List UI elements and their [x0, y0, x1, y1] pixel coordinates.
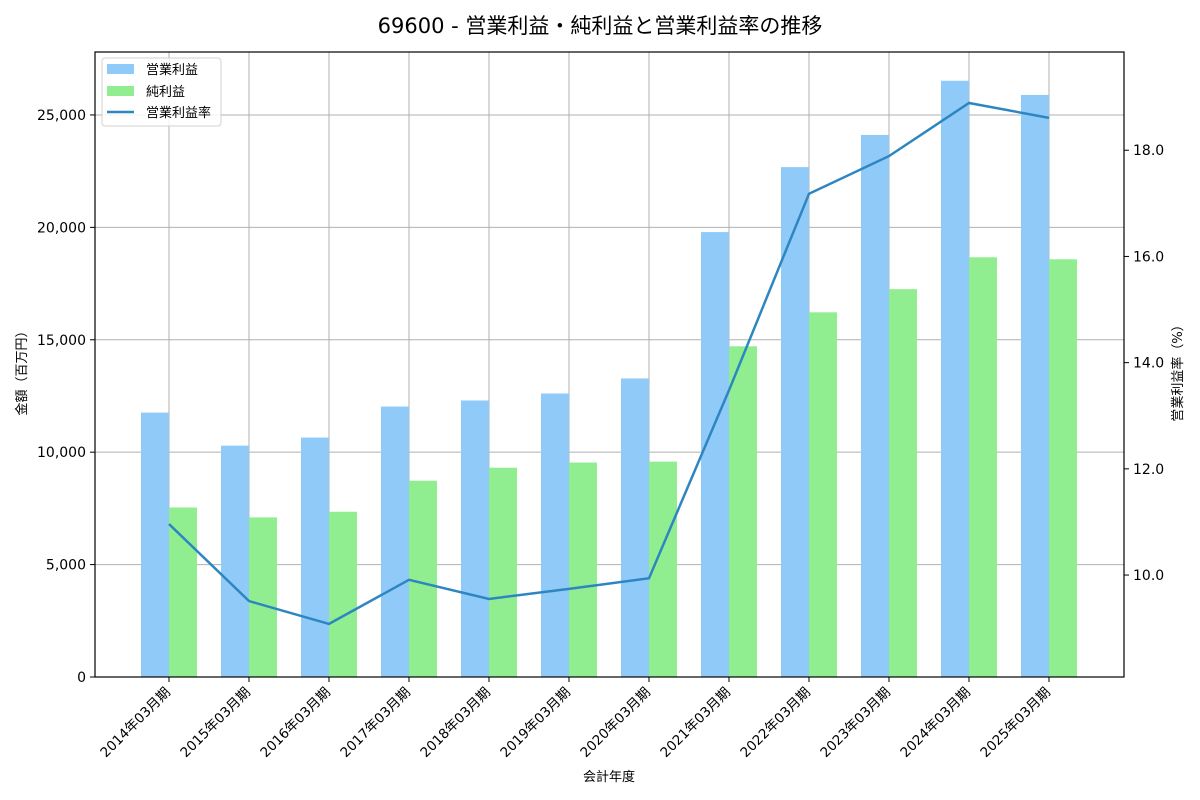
legend-swatch-operating-income: [107, 64, 134, 74]
bar-net-income: [889, 289, 917, 677]
legend-box: [101, 57, 222, 127]
plot-frame: [94, 51, 1125, 678]
bar-net-income: [409, 480, 437, 677]
bar-operating-income: [541, 393, 569, 677]
y-tick-label: 5,000: [46, 558, 86, 574]
y-tick-label: 20,000: [37, 220, 86, 236]
x-tick-label: 2017年03月期: [337, 685, 413, 761]
y-tick-label: 25,000: [37, 108, 86, 124]
y2-tick-label: 16.0: [1133, 249, 1164, 265]
bar-operating-income: [621, 378, 649, 677]
y-tick-label: 10,000: [37, 445, 86, 461]
y2-tick-label: 18.0: [1133, 143, 1164, 159]
bar-net-income: [729, 346, 757, 677]
bar-net-income: [969, 257, 997, 677]
bar-net-income: [249, 517, 277, 677]
bar-net-income: [569, 462, 597, 677]
y2-tick-label: 12.0: [1133, 462, 1164, 478]
legend-swatch-net-income: [107, 86, 134, 96]
legend-label-operating-margin: 営業利益率: [146, 105, 211, 121]
y2-tick-label: 10.0: [1133, 568, 1164, 584]
bar-operating-income: [301, 437, 329, 677]
bar-operating-income: [381, 406, 409, 677]
bar-operating-income: [461, 400, 489, 677]
x-tick-label: 2023年03月期: [817, 685, 893, 761]
x-tick-label: 2014年03月期: [97, 685, 173, 761]
bar-operating-income: [221, 445, 249, 677]
y2-axis-label: 営業利益率（%）: [1170, 318, 1186, 421]
x-tick-label: 2021年03月期: [657, 685, 733, 761]
x-tick-label: 2024年03月期: [897, 685, 973, 761]
x-tick-label: 2016年03月期: [257, 685, 333, 761]
x-tick-label: 2019年03月期: [497, 685, 573, 761]
x-tick-label: 2020年03月期: [577, 685, 653, 761]
bar-operating-income: [941, 80, 969, 677]
bar-operating-income: [701, 232, 729, 677]
bar-net-income: [169, 507, 197, 677]
x-tick-label: 2025年03月期: [977, 685, 1053, 761]
bar-net-income: [809, 312, 837, 677]
x-tick-label: 2022年03月期: [737, 685, 813, 761]
y-axis-label: 金額（百万円）: [14, 324, 30, 415]
legend-label-operating-income: 営業利益: [146, 62, 198, 78]
bar-operating-income: [1021, 94, 1049, 677]
bar-net-income: [1049, 259, 1077, 677]
y-tick-label: 0: [77, 670, 86, 686]
bar-operating-income: [141, 412, 169, 677]
legend-label-net-income: 純利益: [146, 85, 185, 100]
y2-tick-label: 14.0: [1133, 356, 1164, 372]
x-axis-label: 会計年度: [583, 769, 635, 785]
line-operating-margin: [168, 101, 1050, 626]
chart-title: 69600 - 営業利益・純利益と営業利益率の推移: [377, 14, 823, 38]
bar-net-income: [329, 511, 357, 677]
bar-operating-income: [781, 167, 809, 677]
bar-operating-income: [861, 134, 889, 678]
x-tick-label: 2018年03月期: [417, 685, 493, 761]
y-tick-label: 15,000: [37, 333, 86, 349]
x-tick-label: 2015年03月期: [177, 685, 253, 761]
bar-net-income: [489, 467, 517, 677]
